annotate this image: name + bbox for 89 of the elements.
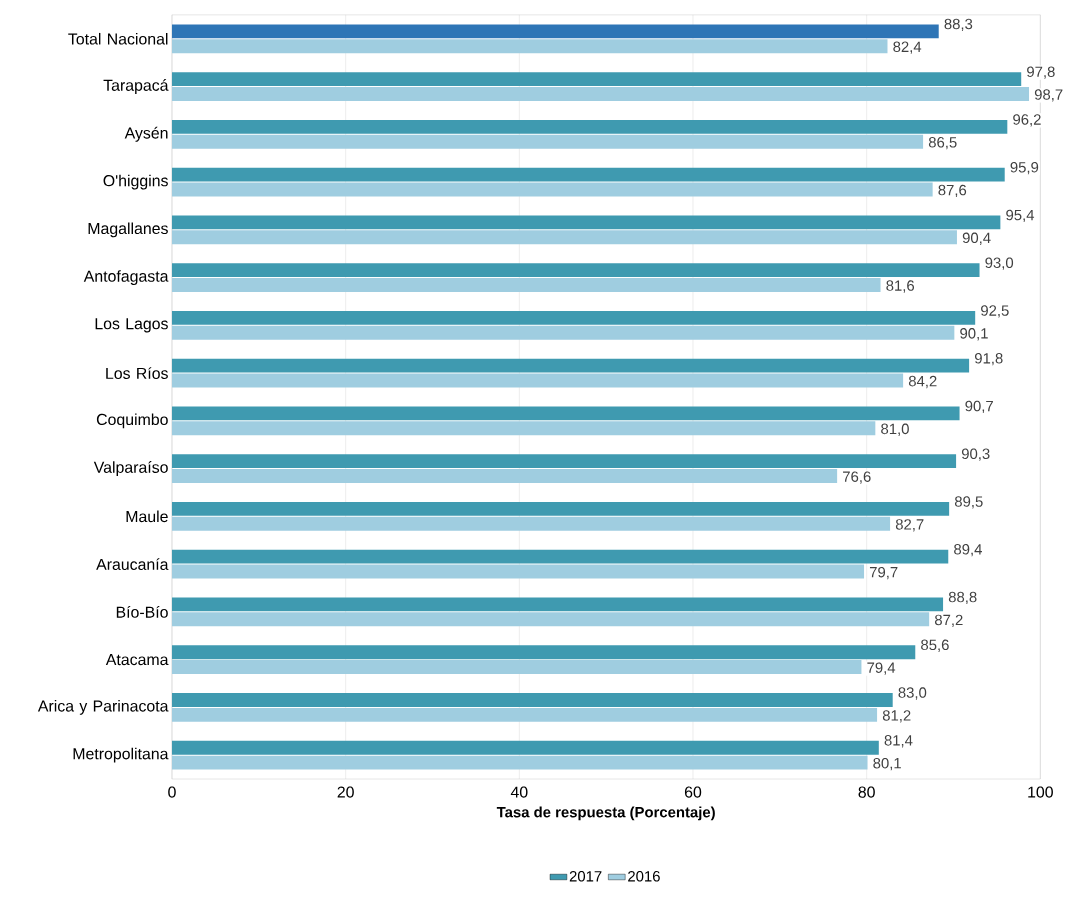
x-tick-label: 60 (684, 786, 702, 798)
bar (171, 564, 865, 579)
bar (171, 597, 944, 612)
data-label: 90,4 (962, 232, 991, 245)
y-tick-label: Tarapacá (103, 79, 169, 94)
data-label: 79,7 (869, 566, 898, 580)
x-tick-label: 20 (337, 786, 354, 798)
x-tick-label: 40 (510, 786, 528, 798)
bar (171, 516, 891, 531)
data-label: 90,1 (960, 328, 988, 341)
data-label: 81,2 (882, 710, 911, 723)
bar (171, 421, 876, 436)
y-tick-label: O'higgins (103, 174, 168, 190)
data-label: 96,2 (1013, 114, 1041, 127)
bar (171, 86, 1030, 101)
data-label: 92,5 (981, 305, 1009, 318)
data-label: 87,2 (934, 614, 963, 627)
bar (171, 373, 904, 388)
data-label: 81,6 (886, 280, 915, 293)
bar (171, 278, 881, 292)
data-label: 81,4 (884, 735, 913, 748)
bar (171, 119, 1008, 134)
bar (171, 501, 950, 516)
bar (171, 358, 970, 373)
y-tick-label: Bío-Bío (116, 605, 168, 618)
legend-label: 2017 (569, 871, 602, 882)
data-label: 87,6 (938, 184, 967, 198)
y-tick-label: Arica y Parinacota (37, 699, 169, 715)
data-label: 98,7 (1034, 89, 1063, 102)
data-label: 93,0 (985, 257, 1014, 270)
y-tick-label: Los Ríos (106, 367, 168, 379)
data-label: 84,2 (908, 375, 937, 389)
data-label: 97,8 (1027, 66, 1055, 79)
bar (171, 182, 933, 197)
y-tick-label: Antofagasta (83, 270, 169, 285)
data-label: 89,5 (954, 496, 983, 509)
bar (171, 645, 916, 660)
data-label: 88,3 (944, 18, 973, 31)
y-tick-label: Magallanes (88, 222, 168, 238)
data-label: 91,8 (974, 353, 1003, 366)
data-label: 90,3 (961, 448, 990, 461)
y-tick-label: Aysén (124, 126, 168, 142)
y-tick-label: Metropolitana (73, 747, 169, 763)
bar (171, 134, 924, 149)
bar (171, 469, 838, 483)
bar (171, 310, 976, 325)
bar (171, 549, 949, 564)
x-tick-label: 0 (168, 786, 176, 798)
data-label: 86,5 (928, 137, 957, 150)
bar (171, 692, 893, 707)
bar (171, 215, 1001, 230)
bar (171, 707, 878, 722)
bar (171, 755, 868, 770)
data-label: 89,4 (954, 544, 982, 557)
data-label: 76,6 (843, 471, 871, 484)
data-label: 95,9 (1010, 161, 1039, 175)
y-tick-label: Los Lagos (95, 318, 168, 333)
bar (171, 39, 888, 54)
y-tick-label: Coquimbo (96, 413, 168, 429)
data-label: 82,7 (895, 519, 924, 532)
y-tick-label: Maule (126, 510, 168, 523)
data-label: 88,8 (948, 591, 977, 605)
data-label: 82,4 (893, 41, 922, 54)
data-label: 81,0 (881, 423, 909, 436)
bar (171, 406, 960, 421)
x-axis-title: Tasa de respuesta (Porcentaje) (496, 806, 715, 821)
bar (171, 230, 957, 245)
legend-label: 2016 (628, 871, 660, 882)
bar (171, 325, 955, 340)
x-tick-label: 100 (1028, 786, 1053, 798)
y-tick-label: Total Nacional (68, 32, 168, 45)
bar (171, 660, 862, 674)
bar (171, 72, 1022, 86)
data-label: 90,7 (965, 400, 993, 414)
bar (171, 740, 879, 755)
data-label: 85,6 (921, 639, 949, 652)
y-tick-label: Atacama (105, 654, 169, 666)
bar (171, 263, 980, 278)
data-label: 79,4 (867, 662, 896, 675)
data-label: 95,4 (1006, 209, 1035, 223)
data-label: 83,0 (898, 687, 927, 700)
data-label: 80,1 (873, 757, 901, 771)
bar (171, 612, 930, 627)
y-tick-label: Valparaíso (93, 461, 168, 477)
y-tick-label: Araucanía (96, 558, 169, 570)
x-tick-label: 80 (858, 786, 875, 798)
bar (171, 24, 939, 39)
bar (171, 167, 1005, 182)
bar (171, 454, 957, 469)
